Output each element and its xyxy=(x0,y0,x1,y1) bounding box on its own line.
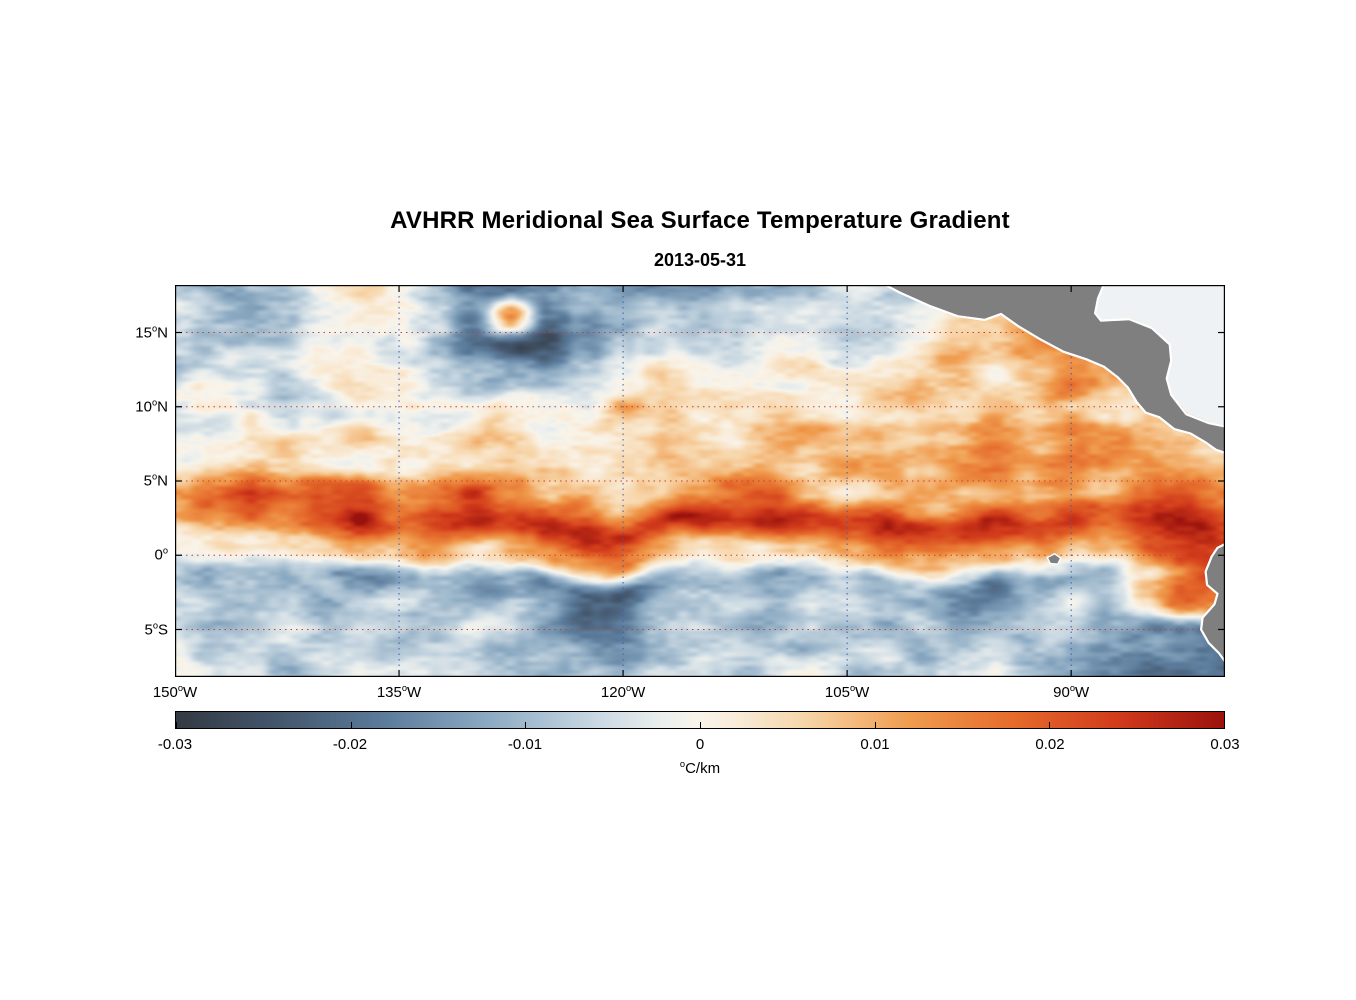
x-tick-label-135w: 135oW xyxy=(376,683,422,701)
colorbar-gradient xyxy=(176,712,1224,728)
colorbar-tick-mark xyxy=(525,722,527,728)
tick-suffix: N xyxy=(157,324,168,341)
x-tick-label-105w: 105oW xyxy=(824,683,870,701)
degree-sup: o xyxy=(177,683,184,693)
tick-suffix: S xyxy=(157,621,168,638)
tick-value: 5 xyxy=(144,621,153,638)
colorbar xyxy=(175,711,1225,729)
tick-suffix: W xyxy=(631,684,646,701)
map-plot xyxy=(175,285,1225,677)
colorbar-tick-mark xyxy=(176,722,177,728)
figure-date-subtitle: 2013-05-31 xyxy=(653,250,747,270)
degree-sup: o xyxy=(162,545,168,556)
colorbar-tick-mark xyxy=(1049,722,1051,728)
land-galapagos xyxy=(1046,552,1062,565)
colorbar-tick-labels: -0.03 -0.02 -0.01 0 0.01 0.02 0.03 xyxy=(158,736,1240,754)
tick-value: 135 xyxy=(376,684,402,701)
tick-value: 5 xyxy=(143,472,152,490)
colorbar-tick-mark xyxy=(700,722,701,728)
colorbar-tick-mark xyxy=(874,722,876,728)
x-tick-label-90w: 90oW xyxy=(1053,683,1090,701)
tick-suffix: N xyxy=(157,472,168,490)
x-axis-tick-labels: 150oW 135oW 120oW 105oW 90oW xyxy=(153,683,1225,706)
tick-value: 15 xyxy=(135,324,152,341)
colorbar-tick-label-2: -0.02 xyxy=(332,736,368,753)
tick-suffix: W xyxy=(407,684,422,701)
tick-value: 105 xyxy=(824,684,850,701)
colorbar-tick-mark xyxy=(350,722,352,728)
figure-title: AVHRR Meridional Sea Surface Temperature… xyxy=(390,207,1010,234)
degree-sup: o xyxy=(151,397,158,408)
colorbar-tick-label-7: 0.03 xyxy=(1210,736,1240,753)
degree-sup: o xyxy=(401,683,408,693)
tick-value: 10 xyxy=(135,398,152,416)
tick-suffix: W xyxy=(855,684,870,701)
degree-sup: o xyxy=(151,471,158,482)
y-tick-label-0: 0o xyxy=(154,545,168,564)
land-central-america xyxy=(883,285,1225,454)
tick-value: 120 xyxy=(600,684,626,701)
y-axis-tick-labels: 15oN 10oN 5oN 0o 5oS xyxy=(100,285,168,677)
tick-value: 150 xyxy=(152,684,178,701)
colorbar-tick-label-6: 0.02 xyxy=(1035,736,1065,753)
y-tick-label-15n: 15oN xyxy=(135,323,168,341)
plot-border xyxy=(175,285,1225,677)
colorbar-tick-mark xyxy=(1224,722,1225,728)
x-tick-label-120w: 120oW xyxy=(600,683,646,701)
y-tick-label-5n: 5oN xyxy=(143,471,168,490)
colorbar-tick-label-5: 0.01 xyxy=(860,736,890,753)
land-south-america xyxy=(1199,542,1225,664)
colorbar-unit-label: oC/km xyxy=(175,759,1225,777)
map-overlay xyxy=(175,285,1225,677)
tick-suffix: W xyxy=(1075,684,1090,701)
colorbar-tick-label-3: -0.01 xyxy=(507,736,543,753)
degree-sup: o xyxy=(849,683,856,693)
caribbean-sea-mask xyxy=(1092,285,1225,426)
colorbar-tick-label-4: 0 xyxy=(695,736,705,753)
y-tick-label-5s: 5oS xyxy=(144,620,168,638)
tick-value: 0 xyxy=(154,546,163,564)
degree-sup: o xyxy=(679,759,686,769)
tick-suffix: W xyxy=(183,684,198,701)
x-tick-label-150w: 150oW xyxy=(152,683,198,701)
y-tick-label-10n: 10oN xyxy=(135,397,168,416)
colorbar-tick-label-1: -0.03 xyxy=(157,736,193,753)
degree-sup: o xyxy=(625,683,632,693)
degree-sup: o xyxy=(151,323,158,333)
tick-value: 90 xyxy=(1053,684,1070,701)
degree-sup: o xyxy=(1069,683,1076,693)
unit-text: C/km xyxy=(685,760,721,777)
degree-sup: o xyxy=(152,620,158,630)
tick-suffix: N xyxy=(157,398,168,416)
